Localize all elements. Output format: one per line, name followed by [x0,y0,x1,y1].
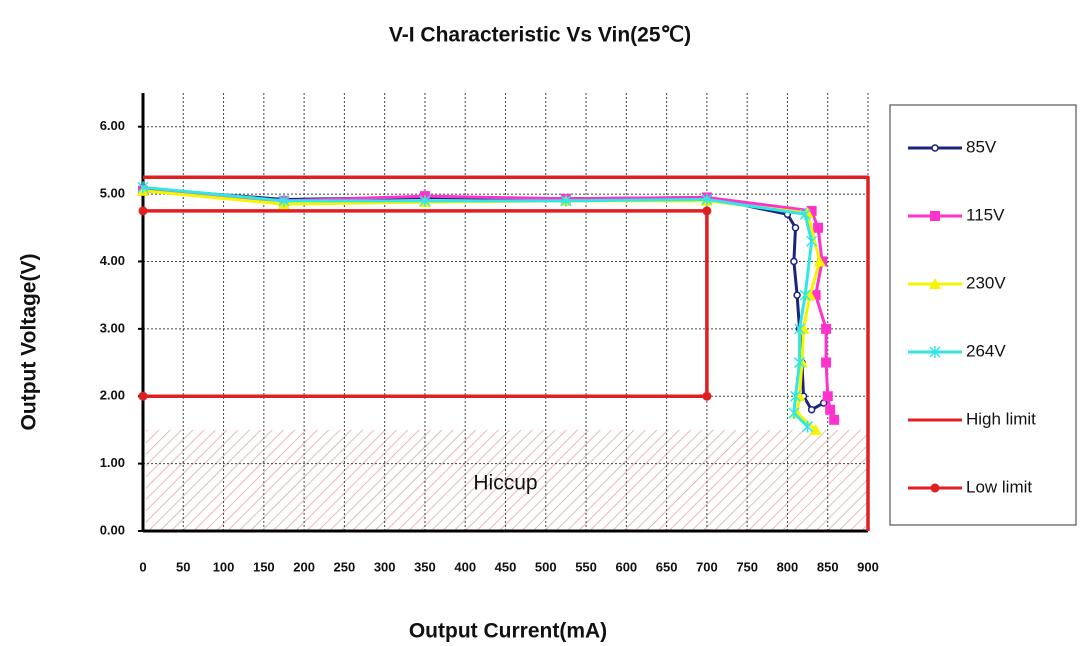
x-axis-label: Output Current(mA) [409,620,607,643]
legend-label: 85V [966,137,997,156]
data-point [791,224,800,232]
y-tick-label: 1.00 [100,455,125,470]
y-tick-label: 5.00 [100,186,125,201]
x-tick-label: 500 [535,559,557,574]
x-tick-label: 400 [454,559,476,574]
y-tick-label: 2.00 [100,388,125,403]
data-point [789,390,802,403]
series-line [142,189,836,421]
legend-marker [931,144,939,152]
y-axis-label: Output Voltage(V) [18,254,41,431]
y-tick-label: 3.00 [100,320,125,335]
data-point [821,323,832,334]
data-point [806,235,818,248]
x-tick-label: 900 [857,559,879,574]
legend-box [889,104,1077,526]
data-point [813,255,826,267]
chart-title: V-I Characteristic Vs Vin(25℃) [389,24,691,47]
legend-label: 230V [966,273,1006,292]
data-point [138,206,148,216]
data-point [701,193,713,206]
data-point [793,356,806,369]
legend-marker [930,483,940,493]
x-tick-label: 750 [736,559,758,574]
x-tick-label: 250 [334,559,356,574]
x-tick-label: 850 [817,559,839,574]
legend-marker [929,278,941,289]
y-tick-label: 4.00 [100,253,125,268]
data-point [825,404,836,415]
y-tick-label: 0.00 [100,522,125,537]
x-tick-label: 600 [615,559,637,574]
x-tick-label: 0 [139,559,146,574]
legend-label: Low limit [966,477,1032,496]
series-line [143,209,709,398]
data-point [807,405,816,414]
legend-label: High limit [966,409,1036,428]
x-tick-label: 150 [253,559,275,574]
legend-label: 115V [966,205,1005,224]
data-point [137,181,149,194]
data-point [802,420,814,433]
data-point [829,414,840,425]
data-point [702,206,712,216]
data-point [788,407,800,420]
x-tick-label: 650 [656,559,678,574]
data-point [813,222,824,233]
data-point [809,423,822,435]
data-point [810,290,821,301]
data-point [806,205,817,216]
legend-marker [932,418,938,422]
data-point [799,289,811,302]
data-point [560,194,572,207]
data-point [278,194,290,207]
x-tick-label: 450 [495,559,517,574]
legend-label: 264V [966,341,1006,360]
x-tick-label: 100 [213,559,235,574]
data-point [138,391,148,401]
data-point [419,194,431,207]
data-point [702,391,712,401]
x-tick-label: 800 [777,559,799,574]
data-point [790,257,798,266]
data-point [799,208,811,221]
x-tick-label: 350 [414,559,436,574]
legend-marker [930,211,940,221]
x-tick-label: 550 [575,559,597,574]
x-tick-label: 300 [374,559,396,574]
x-tick-label: 200 [293,559,315,574]
data-point [793,322,806,335]
x-tick-label: 700 [696,559,718,574]
data-point [821,357,832,368]
legend-marker [929,346,941,358]
data-point [822,391,833,402]
series-line [143,175,870,531]
y-tick-label: 6.00 [100,118,125,133]
data-point [793,291,801,299]
x-tick-label: 50 [176,559,190,574]
